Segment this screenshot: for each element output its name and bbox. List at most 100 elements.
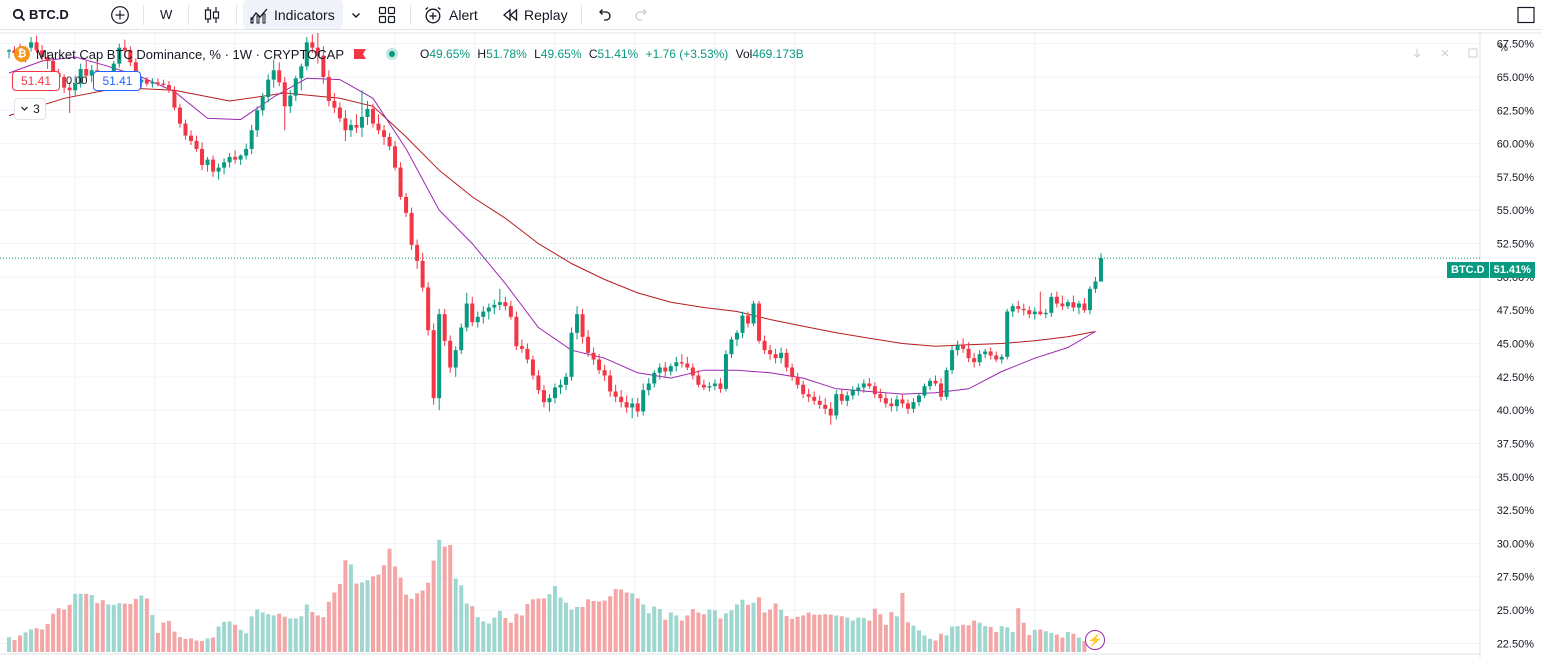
candle-body [663, 367, 668, 372]
price-chart[interactable]: 67.50% 65.00% 62.50% 60.00% 57.50% 55.00% 52.5… [0, 30, 1542, 658]
candle [988, 347, 993, 360]
candle-body [1027, 310, 1032, 315]
candle-body [994, 355, 999, 360]
arrow-down-icon[interactable] [1408, 44, 1426, 62]
volume-bar [486, 623, 491, 652]
undo-button[interactable] [596, 0, 612, 29]
symbol-search-button[interactable]: BTC.D [12, 0, 69, 29]
indicators-button[interactable]: Indicators [243, 0, 343, 29]
maximize-icon[interactable] [1464, 44, 1482, 62]
candle [674, 356, 679, 372]
volume-bar [690, 609, 695, 652]
volume-bar [663, 619, 668, 652]
volume-bar [216, 626, 221, 652]
candle [939, 378, 944, 401]
candle [354, 114, 359, 133]
candle [382, 124, 387, 145]
candle-body [348, 124, 353, 131]
volume-bar [718, 618, 723, 652]
candlesticks [7, 33, 1103, 425]
indicator-templates-dropdown[interactable] [350, 0, 362, 29]
volume-bar [337, 584, 342, 652]
volume-bar [233, 624, 238, 652]
volume-bar [972, 620, 977, 652]
volume-bar [850, 620, 855, 652]
candle-body [448, 340, 453, 368]
candle-body [387, 136, 392, 147]
candle [337, 102, 342, 123]
candle [933, 375, 938, 387]
candle [200, 142, 205, 171]
replay-button[interactable]: Replay [502, 0, 568, 29]
candle-body [861, 383, 866, 388]
volume-bar [453, 578, 458, 652]
candle [211, 155, 216, 177]
symbol-legend[interactable]: ₿ Market Cap BTC Dominance, % · 1W · CRY… [14, 44, 804, 64]
ohlc-values: O49.65% H51.78% L49.65% C51.41% +1.76 (+… [420, 47, 804, 61]
candle [519, 339, 524, 353]
volume-bar [889, 612, 894, 652]
volume-bar [547, 594, 552, 652]
candle [983, 348, 988, 359]
volume-bar [161, 622, 166, 652]
candle-body [89, 70, 94, 76]
candle [1082, 298, 1087, 313]
candle [856, 383, 861, 396]
candle [817, 395, 822, 409]
candle-body [718, 383, 723, 389]
close-icon[interactable] [1436, 44, 1454, 62]
candle-body [486, 307, 491, 312]
candle [122, 39, 127, 57]
candle [503, 296, 508, 311]
candle-body [911, 402, 916, 409]
indicators-collapse-button[interactable]: 3 [14, 98, 46, 120]
candle [1087, 286, 1092, 315]
volume-bar [525, 603, 530, 652]
candle [994, 351, 999, 363]
candle [635, 398, 640, 417]
volume-bar [630, 593, 635, 652]
price-tick-label: 57.50% [1497, 172, 1535, 184]
candle [657, 363, 662, 380]
candle-body [768, 350, 773, 355]
volume-bar [133, 598, 138, 652]
fullscreen-button[interactable] [1517, 0, 1535, 29]
volume-bar [332, 592, 337, 652]
lightning-icon[interactable]: ⚡ [1085, 630, 1105, 650]
volume-bar [900, 592, 905, 652]
layout-button[interactable] [378, 0, 396, 29]
volume-bar [878, 614, 883, 652]
last-price-label: BTC.D 51.41% [1447, 262, 1535, 278]
volume-bar [928, 638, 933, 652]
candle-body [795, 376, 800, 385]
volume-bar [321, 617, 326, 652]
candle-body [972, 358, 977, 363]
volume-bar [591, 601, 596, 652]
volume-bar [536, 598, 541, 652]
volume-bar [100, 600, 105, 652]
candle [315, 33, 320, 64]
candle [746, 311, 751, 328]
candle-body [977, 354, 982, 363]
price-tick-label: 67.50% [1497, 39, 1535, 51]
candle [326, 70, 331, 107]
market-status-icon[interactable] [386, 48, 398, 60]
volume-bar [508, 622, 513, 652]
candle [45, 51, 50, 69]
volume-bar [1065, 632, 1070, 652]
flag-icon[interactable] [354, 49, 366, 59]
compare-symbol-button[interactable] [110, 0, 130, 29]
candle-body [155, 82, 160, 84]
candle-body [40, 50, 45, 57]
sell-price-button[interactable]: 51.41 [12, 71, 61, 91]
volume-bar [497, 610, 502, 652]
buy-price-button[interactable]: 51.41 [93, 71, 142, 91]
interval-button[interactable]: W [160, 7, 173, 22]
redo-button[interactable] [634, 0, 650, 29]
volume-bar [580, 606, 585, 652]
alert-button[interactable]: Alert [423, 0, 478, 29]
candle [1049, 292, 1054, 317]
price-axis[interactable]: 67.50% 65.00% 62.50% 60.00% 57.50% 55.00% 52.5… [1497, 39, 1535, 651]
chart-type-button[interactable] [203, 0, 221, 29]
candle [277, 62, 282, 87]
